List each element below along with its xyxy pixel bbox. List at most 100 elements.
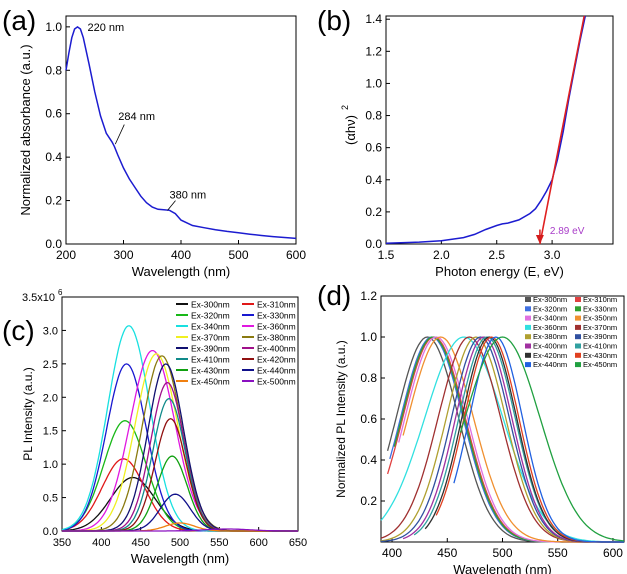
annotation-220nm: 220 nm [88, 22, 125, 34]
x-tick-label: 400 [92, 537, 110, 549]
y-tick-label: 1.0 [360, 330, 377, 344]
legend-swatch [575, 306, 581, 312]
y-tick-label: 0.8 [45, 63, 62, 77]
y-tick-label: 0.0 [365, 237, 382, 251]
legend-entry: Ex-310nm [257, 300, 296, 310]
x-tick-label: 500 [171, 537, 189, 549]
legend-entry: Ex-360nm [533, 323, 567, 332]
x-tick-label: 600 [603, 546, 623, 560]
legend-entry: Ex-390nm [583, 332, 617, 341]
legend-entry: Ex-430nm [191, 366, 230, 376]
pl-series-line [62, 528, 298, 532]
y-tick-label: 1.0 [45, 20, 62, 34]
legend-entry: Ex-450nm [583, 360, 617, 369]
x-tick-label: 200 [56, 248, 76, 262]
legend-entry: Ex-430nm [583, 351, 617, 360]
legend-entry: Ex-400nm [533, 342, 567, 351]
y-axis-label: (αhν) [343, 115, 358, 145]
y-tick-label: 0.6 [365, 141, 382, 155]
y-tick-label: 0.4 [45, 150, 62, 164]
y-tick-label: 0.5 [43, 493, 58, 505]
x-axis-label: Photon energy (E, eV) [435, 264, 564, 279]
x-tick-label: 600 [249, 537, 267, 549]
y-tick-label: 0.2 [45, 194, 62, 208]
legend-entry: Ex-300nm [191, 300, 230, 310]
legend-swatch [575, 334, 581, 340]
panel-b-tauc-chart: 1.5 2.0 2.5 3.0 0.0 0.2 0.4 0.6 0.8 1.0 1.2 1.4 Phot… [340, 12, 614, 279]
legend-entry: Ex-360nm [257, 322, 296, 332]
panel-a-absorbance-chart: 200 300 400 500 600 0.0 0.2 0.4 0.6 0.8 1.0 Wavelen… [18, 15, 306, 279]
x-tick-label: 2.5 [488, 248, 505, 262]
legend-swatch [575, 315, 581, 321]
y-tick-label: 0.2 [360, 494, 377, 508]
panel-label-b: (b) [317, 5, 351, 36]
legend-swatch [575, 362, 581, 368]
arrow-head [535, 235, 544, 244]
legend-entry: Ex-380nm [257, 333, 296, 343]
legend-swatch [575, 343, 581, 349]
absorbance-line [65, 25, 297, 240]
y-tick-label: 0.0 [45, 237, 62, 251]
y-tick-label: 0.2 [365, 205, 382, 219]
y-multiplier-exponent: 6 [58, 288, 63, 297]
legend-swatch [525, 297, 531, 302]
panel-d-normalized-pl-chart: 400 450 500 550 600 0.2 0.4 0.6 0.8 1.0 1.2 Wavelen… [334, 289, 625, 574]
pl-series-line [62, 381, 298, 532]
legend-entry: Ex-380nm [533, 332, 567, 341]
legend-swatch [525, 343, 531, 349]
y-tick-label: 1.2 [360, 289, 377, 303]
y-tick-label: 2.5 [43, 359, 58, 371]
legend-entry: Ex-440nm [533, 360, 567, 369]
x-tick-label: 500 [492, 546, 512, 560]
y-axis-label: Normalized PL Intensity (a.u.) [334, 340, 348, 498]
y-tick-label: 1.0 [365, 76, 382, 90]
y-axis-label: Normalized absorbance (a.u.) [18, 44, 33, 215]
panel-label-a: (a) [2, 5, 36, 36]
legend-swatch [575, 324, 581, 330]
y-tick-label: 0.4 [365, 173, 382, 187]
y-tick-label: 1.0 [43, 459, 58, 471]
legend-entry: Ex-300nm [533, 295, 567, 304]
legend-entry: Ex-350nm [583, 314, 617, 323]
x-tick-label: 450 [437, 546, 457, 560]
norm-pl-series-line [380, 336, 625, 543]
x-tick-label: 550 [210, 537, 228, 549]
y-tick-label: 1.4 [365, 12, 382, 26]
x-tick-label: 400 [171, 248, 191, 262]
legend-entry: Ex-410nm [191, 355, 230, 365]
plot-frame [385, 15, 614, 245]
panel-label-d: (d) [317, 280, 351, 311]
band-gap-annotation: 2.89 eV [550, 226, 585, 237]
legend-entry: Ex-310nm [583, 295, 617, 304]
y-axis-label: PL Intensity (a.u.) [21, 367, 35, 461]
x-tick-label: 650 [289, 537, 307, 549]
y-tick-label: 0.4 [360, 453, 377, 467]
legend-entry: Ex-370nm [583, 323, 617, 332]
legend-entry: Ex-340nm [191, 322, 230, 332]
x-tick-label: 600 [286, 248, 306, 262]
legend-swatch [525, 362, 531, 368]
y-multiplier: 3.5x10 [22, 292, 55, 304]
x-tick-label: 450 [131, 537, 149, 549]
norm-pl-series-line [453, 336, 624, 543]
legend-entry: Ex-330nm [583, 304, 617, 313]
legend-entry: Ex-500nm [257, 377, 296, 387]
annotation-380nm: 380 nm [170, 189, 207, 201]
y-tick-label: 0.6 [45, 107, 62, 121]
annotation-leader-380 [167, 200, 176, 211]
x-tick-label: 500 [228, 248, 248, 262]
legend-entry: Ex-450nm [191, 377, 230, 387]
legend-swatch [575, 352, 581, 358]
legend-swatch [525, 334, 531, 340]
y-tick-label: 3.0 [43, 325, 58, 337]
legend-entry: Ex-340nm [533, 314, 567, 323]
legend-swatch [575, 297, 581, 302]
legend-entry: Ex-330nm [257, 311, 296, 321]
legend-entry: Ex-440nm [257, 366, 296, 376]
x-tick-label: 2.0 [433, 248, 450, 262]
y-tick-label: 0.0 [43, 526, 58, 538]
panel-c-pl-chart: 350 400 450 500 550 600 650 0.0 0.5 1.0 1.5 2.0 2.5 3… [21, 288, 307, 566]
legend-swatch [525, 315, 531, 321]
x-tick-label: 400 [382, 546, 402, 560]
